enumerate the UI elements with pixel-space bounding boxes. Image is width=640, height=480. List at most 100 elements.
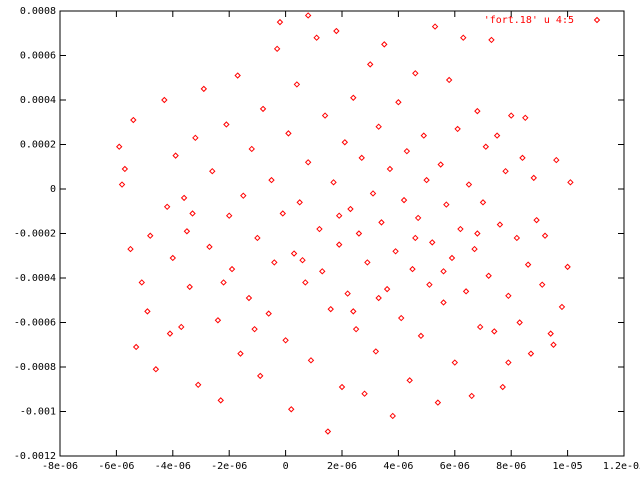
point bbox=[564, 263, 571, 271]
point bbox=[474, 107, 481, 115]
point bbox=[378, 219, 385, 226]
point bbox=[460, 34, 467, 41]
point bbox=[485, 272, 492, 279]
point bbox=[338, 383, 346, 391]
point bbox=[527, 350, 535, 357]
point bbox=[519, 154, 526, 162]
point bbox=[429, 239, 436, 246]
point bbox=[389, 412, 396, 420]
point bbox=[335, 212, 343, 219]
point bbox=[355, 230, 363, 237]
point bbox=[491, 328, 498, 335]
point bbox=[138, 279, 145, 286]
point bbox=[228, 265, 236, 273]
x-tick-label: 0 bbox=[283, 461, 289, 472]
point bbox=[240, 192, 247, 199]
point bbox=[324, 428, 332, 435]
point bbox=[209, 167, 216, 175]
y-tick-label: -0.0004 bbox=[14, 273, 56, 284]
point bbox=[271, 259, 278, 266]
point bbox=[344, 290, 351, 297]
point bbox=[533, 216, 540, 224]
point bbox=[451, 359, 459, 366]
point bbox=[268, 176, 275, 184]
y-tick-label: -0.001 bbox=[20, 407, 56, 418]
point bbox=[372, 348, 380, 355]
x-tick-label: -6e-06 bbox=[98, 461, 134, 472]
point bbox=[307, 357, 315, 364]
point bbox=[445, 76, 453, 84]
point bbox=[417, 332, 425, 340]
point bbox=[333, 27, 340, 35]
point bbox=[223, 121, 230, 128]
y-tick-label: -0.0002 bbox=[14, 229, 56, 240]
point bbox=[299, 256, 306, 264]
point bbox=[352, 325, 360, 333]
point bbox=[488, 36, 495, 44]
point bbox=[192, 134, 199, 142]
point bbox=[406, 377, 413, 384]
y-tick-label: -0.0012 bbox=[14, 451, 56, 462]
y-tick-label: 0.0004 bbox=[20, 95, 56, 106]
point bbox=[225, 212, 233, 219]
point bbox=[412, 234, 419, 242]
point bbox=[443, 201, 450, 208]
point bbox=[259, 105, 267, 113]
point bbox=[468, 392, 475, 400]
point bbox=[493, 132, 501, 139]
point bbox=[234, 72, 241, 79]
point bbox=[395, 99, 402, 106]
point bbox=[319, 268, 326, 275]
point bbox=[341, 139, 349, 146]
point bbox=[121, 165, 129, 173]
point bbox=[316, 225, 323, 233]
point bbox=[130, 116, 137, 124]
point bbox=[381, 41, 388, 48]
point bbox=[127, 245, 134, 253]
point bbox=[558, 303, 566, 311]
point bbox=[471, 245, 478, 253]
point bbox=[245, 294, 253, 302]
point bbox=[116, 143, 123, 150]
point bbox=[383, 285, 391, 293]
point bbox=[516, 319, 523, 326]
point bbox=[482, 143, 490, 150]
point bbox=[304, 12, 312, 19]
point bbox=[166, 330, 174, 337]
x-tick-label: -4e-06 bbox=[155, 461, 191, 472]
point bbox=[369, 190, 377, 197]
point bbox=[335, 241, 343, 248]
point bbox=[313, 34, 320, 41]
point bbox=[513, 234, 521, 242]
point bbox=[237, 350, 244, 357]
point bbox=[420, 132, 427, 139]
point bbox=[366, 61, 374, 68]
point bbox=[118, 181, 126, 188]
y-tick-label: 0.0002 bbox=[20, 140, 56, 151]
point bbox=[400, 196, 408, 204]
y-tick-label: 0 bbox=[50, 184, 56, 195]
point bbox=[358, 154, 365, 162]
point bbox=[434, 399, 442, 406]
y-tick-label: 0.0008 bbox=[20, 6, 56, 17]
point bbox=[206, 243, 213, 251]
x-tick-label: 1e-05 bbox=[553, 461, 583, 472]
point bbox=[505, 292, 512, 300]
x-tick-label: 4e-06 bbox=[383, 461, 413, 472]
point bbox=[403, 147, 411, 155]
legend-marker bbox=[593, 16, 601, 24]
point bbox=[180, 194, 188, 202]
point bbox=[279, 210, 286, 217]
point bbox=[302, 279, 309, 286]
point bbox=[293, 81, 301, 88]
point bbox=[414, 214, 422, 222]
point bbox=[426, 281, 433, 288]
x-tick-label: 6e-06 bbox=[440, 461, 470, 472]
point bbox=[330, 179, 337, 186]
point bbox=[476, 323, 484, 331]
point bbox=[220, 279, 227, 286]
point bbox=[423, 176, 430, 184]
x-tick-label: -8e-06 bbox=[42, 461, 78, 472]
point bbox=[169, 254, 177, 262]
